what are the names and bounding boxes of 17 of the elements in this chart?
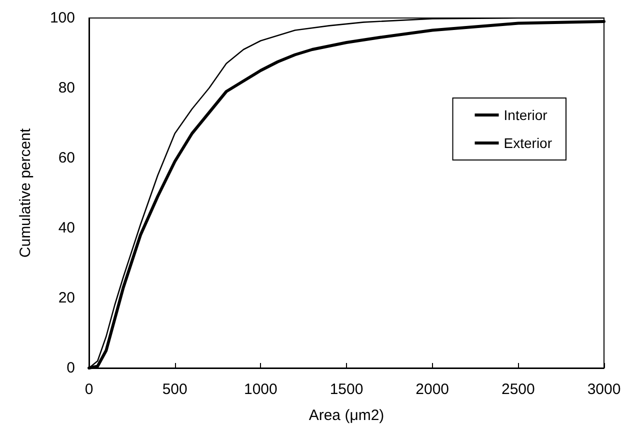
- y-tick-label: 40: [58, 220, 75, 236]
- y-axis-title: Cumulative percent: [17, 128, 34, 258]
- x-tick-label: 0: [84, 381, 94, 398]
- legend-label: Exterior: [504, 135, 552, 151]
- x-tick-label: 2000: [416, 381, 450, 398]
- y-tick-label: 20: [58, 290, 75, 306]
- x-tick-label: 2500: [501, 381, 535, 398]
- y-tick-label: 100: [50, 10, 75, 26]
- y-tick-label: 0: [66, 360, 75, 376]
- x-axis-title: Area (μm2): [308, 407, 384, 424]
- legend-label: Interior: [504, 107, 548, 123]
- y-tick-label: 60: [58, 150, 75, 166]
- x-tick-label: 3000: [587, 381, 621, 398]
- x-tick-label: 1000: [244, 381, 278, 398]
- y-tick-label: 80: [58, 80, 75, 96]
- x-tick-label: 500: [162, 381, 188, 398]
- x-tick-label: 1500: [330, 381, 364, 398]
